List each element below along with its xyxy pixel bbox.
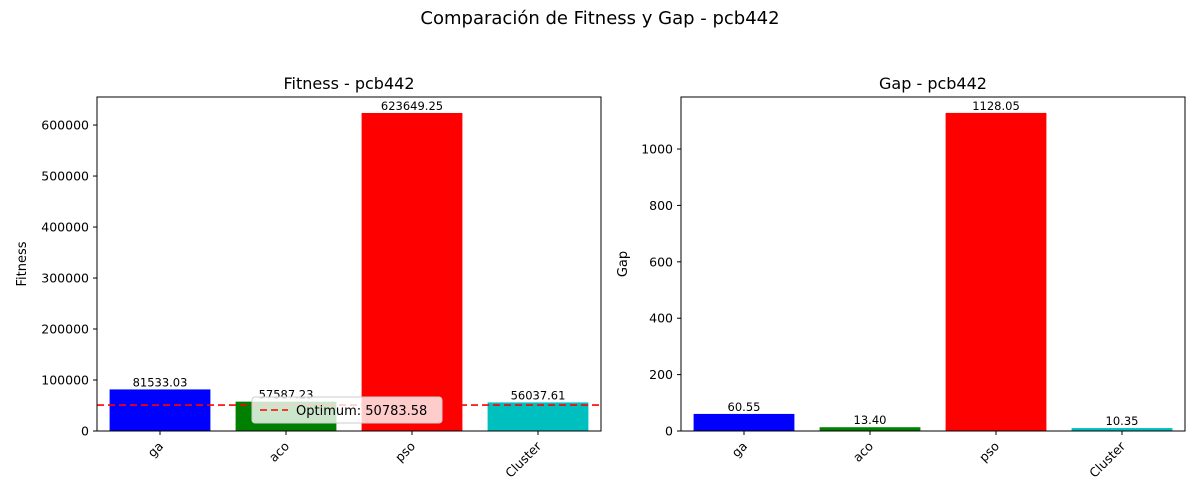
bar-ga (693, 413, 795, 431)
data-label-ga: 60.55 (728, 400, 761, 414)
bar-pso (361, 112, 463, 432)
y-tick-label: 800 (649, 198, 673, 213)
data-label-cluster: 56037.61 (511, 388, 566, 402)
y-axis-label: Gap (616, 251, 631, 277)
plot-frame (680, 96, 1186, 432)
legend-label: Optimum: 50783.58 (296, 404, 427, 419)
chart-title: Gap - pcb442 (879, 74, 987, 93)
figure-title: Comparación de Fitness y Gap - pcb442 (420, 8, 780, 29)
bar-cluster (487, 402, 589, 431)
data-label-ga: 81533.03 (133, 375, 188, 389)
y-tick-label: 1000 (641, 142, 673, 157)
y-tick-label: 400000 (41, 220, 89, 235)
y-tick-label: 600000 (41, 118, 89, 133)
data-label-aco: 13.40 (854, 413, 887, 427)
plot-frame (96, 96, 602, 432)
y-tick-label: 400 (649, 311, 673, 326)
data-label-pso: 623649.25 (381, 99, 443, 113)
x-tick-label-cluster: Cluster (1086, 438, 1129, 481)
y-tick-label: 300000 (41, 271, 89, 286)
x-tick-label-pso: pso (976, 439, 1002, 465)
bar-ga (109, 389, 211, 431)
y-axis-label: Fitness (15, 241, 30, 286)
y-tick-label: 200000 (41, 322, 89, 337)
legend-box (251, 396, 443, 424)
y-tick-label: 0 (81, 424, 89, 439)
data-label-cluster: 10.35 (1106, 414, 1139, 428)
y-tick-label: 100000 (41, 373, 89, 388)
x-tick-label-aco: aco (850, 439, 876, 465)
y-tick-label: 600 (649, 254, 673, 269)
x-tick-label-ga: ga (728, 439, 750, 461)
y-tick-label: 200 (649, 367, 673, 382)
data-label-pso: 1128.05 (972, 99, 1020, 113)
legend: Optimum: 50783.58 (251, 396, 443, 424)
bar-aco (819, 427, 921, 431)
bar-pso (945, 112, 1047, 432)
y-tick-label: 500000 (41, 169, 89, 184)
y-tick-label: 0 (665, 424, 673, 439)
bar-cluster (1071, 428, 1173, 431)
chart-title: Fitness - pcb442 (283, 74, 414, 93)
